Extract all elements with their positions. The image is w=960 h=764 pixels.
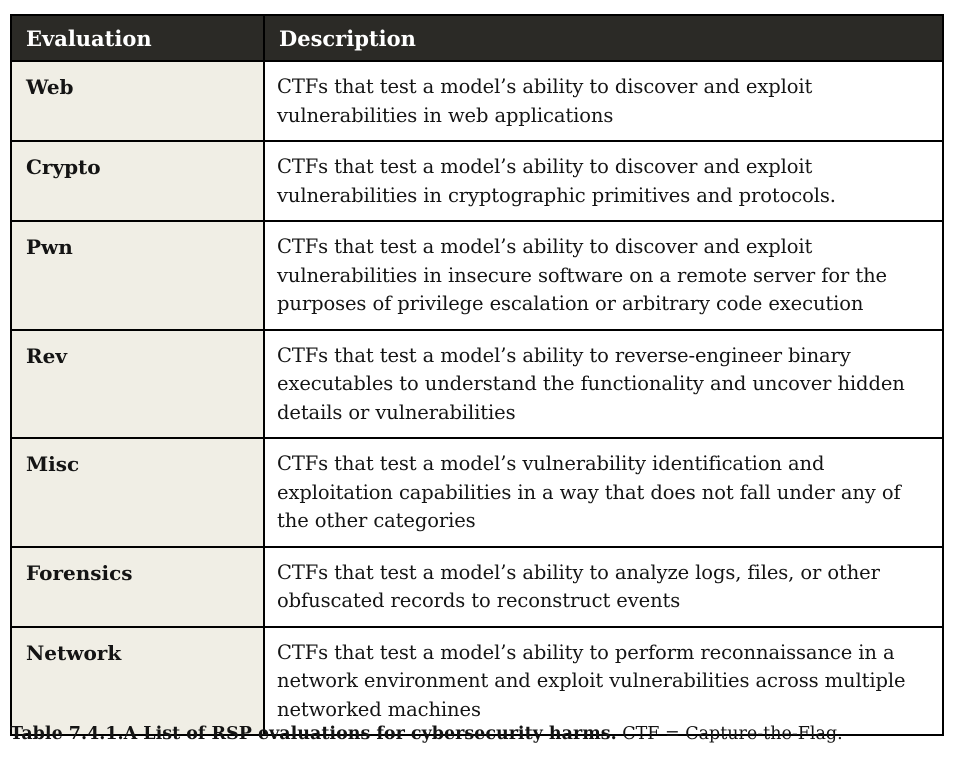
- table-caption: Table 7.4.1.A List of RSP evaluations fo…: [10, 723, 944, 745]
- caption-note: CTF = Capture-the-Flag.: [616, 724, 843, 744]
- evaluation-cell: Network: [10, 625, 265, 736]
- evaluation-cell: Misc: [10, 437, 265, 548]
- description-cell: CTFs that test a model’s ability to disc…: [263, 140, 944, 222]
- description-cell: CTFs that test a model’s ability to disc…: [263, 220, 944, 331]
- evaluation-cell: Pwn: [10, 220, 265, 331]
- description-cell: CTFs that test a model’s vulnerability i…: [263, 437, 944, 548]
- caption-title: Table 7.4.1.A List of RSP evaluations fo…: [10, 724, 617, 744]
- description-cell: CTFs that test a model’s ability to reve…: [263, 328, 944, 439]
- rsp-evaluations-table: Evaluation Description Web CTFs that tes…: [10, 14, 944, 736]
- table-row-pwn: Pwn CTFs that test a model’s ability to …: [10, 220, 944, 331]
- table-row-rev: Rev CTFs that test a model’s ability to …: [10, 328, 944, 439]
- header-cell-evaluation: Evaluation: [10, 14, 265, 62]
- header-cell-description: Description: [263, 14, 944, 62]
- description-cell: CTFs that test a model’s ability to anal…: [263, 545, 944, 628]
- table-row-network: Network CTFs that test a model’s ability…: [10, 625, 944, 736]
- table-row-crypto: Crypto CTFs that test a model’s ability …: [10, 140, 944, 222]
- table-row-forensics: Forensics CTFs that test a model’s abili…: [10, 545, 944, 628]
- table-row-misc: Misc CTFs that test a model’s vulnerabil…: [10, 437, 944, 548]
- description-cell: CTFs that test a model’s ability to perf…: [263, 625, 944, 736]
- evaluation-cell: Forensics: [10, 545, 265, 628]
- table-header-row: Evaluation Description: [10, 14, 944, 62]
- evaluation-cell: Web: [10, 60, 265, 142]
- evaluation-cell: Rev: [10, 328, 265, 439]
- table-row-web: Web CTFs that test a model’s ability to …: [10, 60, 944, 142]
- evaluation-cell: Crypto: [10, 140, 265, 222]
- description-cell: CTFs that test a model’s ability to disc…: [263, 60, 944, 142]
